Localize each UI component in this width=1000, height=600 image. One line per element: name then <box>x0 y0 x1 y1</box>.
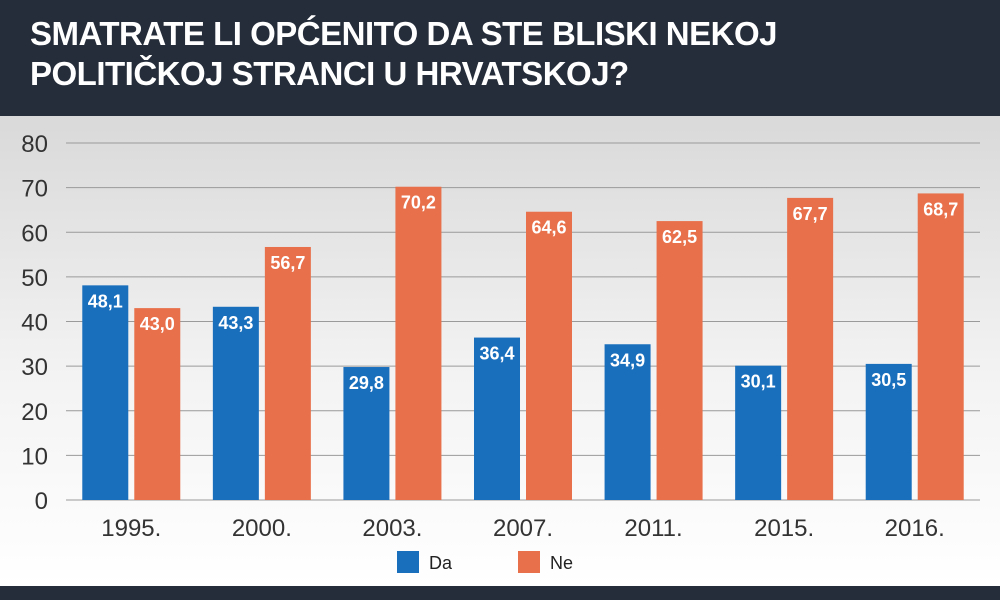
x-tick-label: 2007. <box>493 515 553 542</box>
bar-ne <box>395 186 442 501</box>
chart-title: SMATRATE LI OPĆENITO DA STE BLISKI NEKOJ… <box>30 15 778 92</box>
data-label: 68,7 <box>923 199 958 219</box>
y-tick-label: 10 <box>21 443 48 470</box>
bar-da <box>474 337 520 500</box>
legend-label-ne: Ne <box>550 553 573 573</box>
y-tick-label: 30 <box>21 354 48 381</box>
y-tick-label: 50 <box>21 265 48 292</box>
y-tick-label: 60 <box>21 220 48 247</box>
bar-da <box>82 285 129 500</box>
y-tick-label: 70 <box>21 176 48 203</box>
x-tick-label: 1995. <box>101 515 161 542</box>
y-tick-label: 0 <box>35 488 48 515</box>
bar-da <box>212 306 259 500</box>
legend-label-da: Da <box>429 553 453 573</box>
data-label: 64,6 <box>531 218 566 238</box>
legend-swatch-da <box>397 551 419 573</box>
bar-ne <box>264 246 311 500</box>
data-label: 67,7 <box>793 204 828 224</box>
bar-ne <box>787 197 834 501</box>
y-tick-label: 20 <box>21 399 48 426</box>
data-label: 48,1 <box>88 291 123 311</box>
y-tick-label: 40 <box>21 310 48 337</box>
data-label: 43,0 <box>140 314 175 334</box>
data-label: 30,5 <box>871 370 906 390</box>
x-tick-label: 2000. <box>232 515 292 542</box>
data-label: 34,9 <box>610 350 645 370</box>
bar-da <box>865 363 912 500</box>
bar-ne <box>917 193 964 500</box>
footer-bar <box>0 586 1000 600</box>
data-label: 70,2 <box>401 193 436 213</box>
y-tick-label: 80 <box>21 131 48 158</box>
legend-swatch-ne <box>518 551 540 573</box>
x-tick-label: 2016. <box>885 515 945 542</box>
bar-da <box>735 365 782 500</box>
bar-ne <box>656 221 703 500</box>
bar-ne <box>526 211 572 500</box>
bar-da <box>604 344 651 500</box>
data-label: 43,3 <box>218 313 253 333</box>
data-label: 29,8 <box>349 373 384 393</box>
data-label: 56,7 <box>270 253 305 273</box>
x-tick-label: 2011. <box>624 515 682 542</box>
bar-ne <box>134 308 181 500</box>
data-label: 62,5 <box>662 227 697 247</box>
header-banner: SMATRATE LI OPĆENITO DA STE BLISKI NEKOJ… <box>0 0 1000 112</box>
bar-da <box>343 367 390 500</box>
data-label: 36,4 <box>479 344 514 364</box>
data-label: 30,1 <box>741 372 776 392</box>
x-tick-label: 2003. <box>362 515 422 542</box>
x-tick-label: 2015. <box>754 515 814 542</box>
